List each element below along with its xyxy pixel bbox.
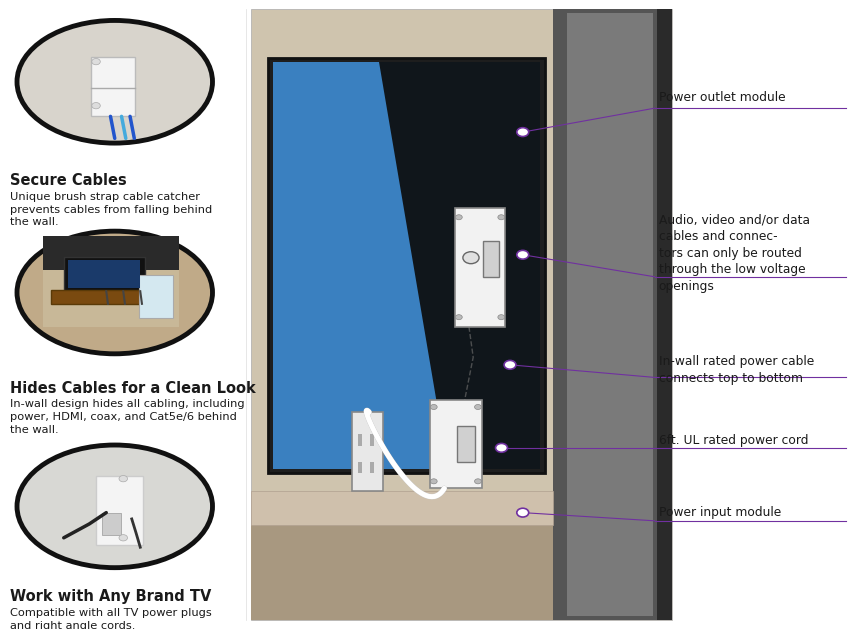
Bar <box>457 426 475 462</box>
Text: Hides Cables for a Clean Look: Hides Cables for a Clean Look <box>10 381 256 396</box>
Text: Work with Any Brand TV: Work with Any Brand TV <box>10 589 212 604</box>
Circle shape <box>517 128 529 136</box>
Circle shape <box>496 443 507 452</box>
Bar <box>251 491 552 525</box>
Polygon shape <box>378 62 540 469</box>
Circle shape <box>498 214 505 220</box>
Circle shape <box>517 508 529 517</box>
Bar <box>64 257 144 291</box>
Circle shape <box>498 314 505 320</box>
Text: Secure Cables: Secure Cables <box>10 173 127 188</box>
Text: Power outlet module: Power outlet module <box>659 91 785 104</box>
Bar <box>42 236 178 270</box>
Bar <box>273 62 540 469</box>
Bar <box>42 270 178 327</box>
Bar <box>455 208 505 326</box>
Bar <box>370 462 374 473</box>
Circle shape <box>474 479 481 484</box>
Bar <box>352 412 383 491</box>
Text: Unique brush strap cable catcher
prevents cables from falling behind
the wall.: Unique brush strap cable catcher prevent… <box>10 192 212 228</box>
Bar <box>358 434 362 445</box>
Circle shape <box>430 479 437 484</box>
Text: Compatible with all TV power plugs
and right angle cords.: Compatible with all TV power plugs and r… <box>10 608 212 629</box>
Bar <box>251 525 552 620</box>
Circle shape <box>474 404 481 409</box>
Bar <box>96 476 143 545</box>
Bar <box>358 462 362 473</box>
Bar <box>251 9 672 620</box>
Text: In-wall design hides all cabling, including
power, HDMI, coax, and Cat5e/6 behin: In-wall design hides all cabling, includ… <box>10 399 245 435</box>
Circle shape <box>456 214 462 220</box>
Text: Power input module: Power input module <box>659 506 781 520</box>
Ellipse shape <box>17 445 212 567</box>
Bar <box>268 58 546 473</box>
Text: 6ft. UL rated power cord: 6ft. UL rated power cord <box>659 434 808 447</box>
Bar <box>657 9 672 620</box>
Circle shape <box>463 252 479 264</box>
Text: In-wall rated power cable
connects top to bottom: In-wall rated power cable connects top t… <box>659 355 814 385</box>
Bar <box>68 260 140 288</box>
Circle shape <box>119 476 128 482</box>
Bar <box>139 275 173 318</box>
Bar <box>567 13 653 616</box>
Text: Audio, video and/or data
cables and connec-
tors can only be routed
through the : Audio, video and/or data cables and conn… <box>659 214 810 293</box>
Bar <box>370 434 374 445</box>
Bar <box>552 9 672 620</box>
Bar <box>51 290 170 304</box>
Circle shape <box>119 535 128 541</box>
Circle shape <box>430 404 437 409</box>
Bar <box>91 57 135 116</box>
Bar <box>102 513 121 535</box>
Ellipse shape <box>17 20 212 143</box>
Circle shape <box>517 250 529 259</box>
Circle shape <box>92 103 100 109</box>
Circle shape <box>92 58 100 65</box>
Bar <box>429 400 482 488</box>
Circle shape <box>504 360 516 369</box>
Bar <box>483 241 499 277</box>
Circle shape <box>456 314 462 320</box>
Ellipse shape <box>17 231 212 353</box>
